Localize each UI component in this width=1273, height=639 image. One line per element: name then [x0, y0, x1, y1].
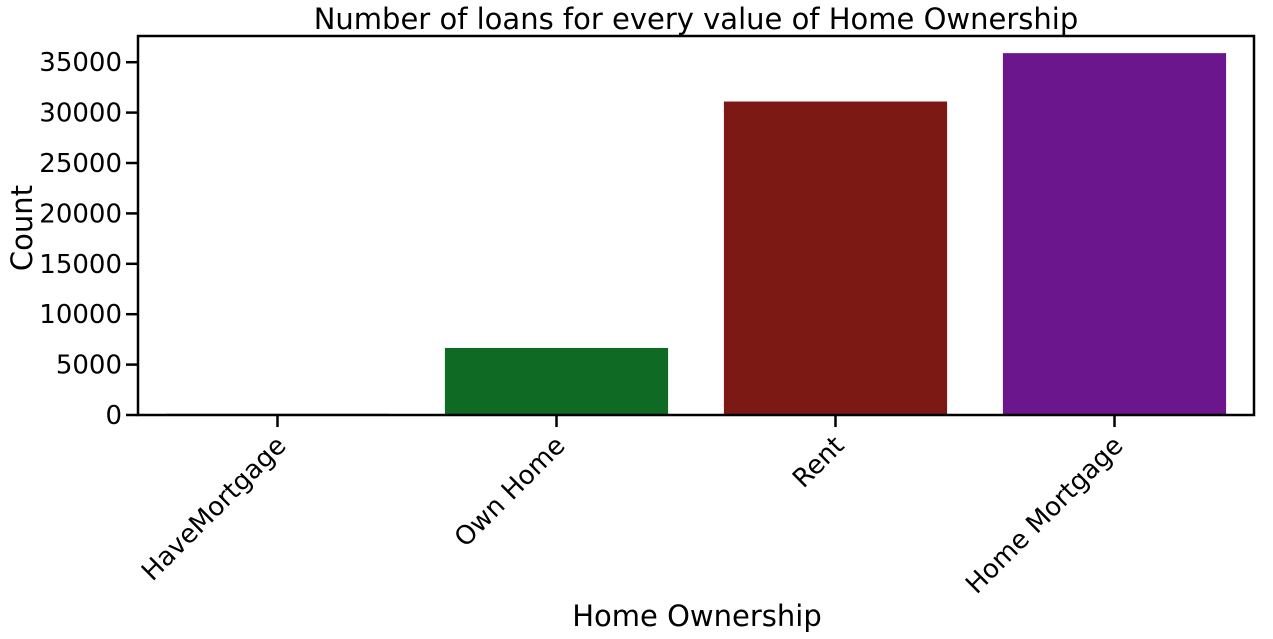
y-axis: 0 5000 10000 15000 20000 25000 30000 35000	[39, 48, 138, 431]
y-tick-label: 0	[105, 401, 122, 431]
x-tick-label: Rent	[787, 431, 850, 494]
x-tick-label: Home Mortgage	[960, 431, 1129, 600]
plot-frame	[136, 34, 1256, 417]
y-tick-label: 10000	[39, 300, 122, 330]
x-axis-title: Home Ownership	[572, 599, 822, 633]
y-tick-label: 30000	[39, 99, 122, 129]
chart-title: Number of loans for every value of Home …	[314, 2, 1079, 36]
y-tick-label: 20000	[39, 199, 122, 229]
bar	[444, 347, 669, 415]
bar	[723, 101, 948, 415]
x-tick-label: Own Home	[449, 431, 572, 554]
bar	[1002, 53, 1227, 415]
bars-group	[165, 53, 1227, 415]
y-tick-label: 5000	[56, 351, 122, 381]
x-axis: HaveMortgage Own Home Rent Home Mortgage	[136, 415, 1129, 600]
x-tick-label: HaveMortgage	[136, 431, 292, 587]
y-axis-title: Count	[5, 185, 39, 271]
y-tick-label: 35000	[39, 48, 122, 78]
y-tick-label: 15000	[39, 250, 122, 280]
y-tick-label: 25000	[39, 149, 122, 179]
